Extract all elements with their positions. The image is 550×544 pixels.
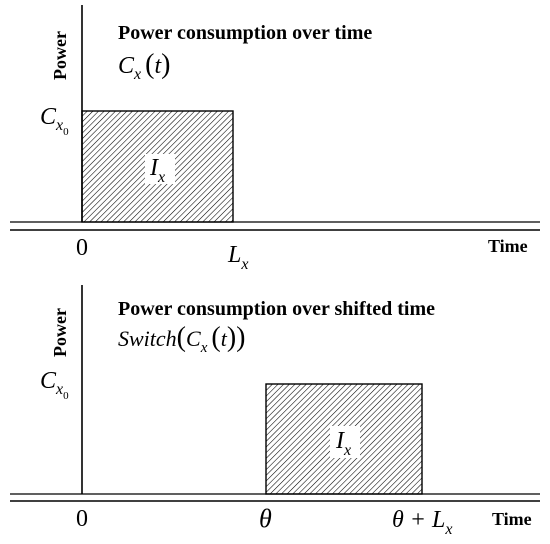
level-label-top: Cx0 bbox=[40, 104, 69, 138]
level-label-bottom: Cx0 bbox=[40, 368, 69, 402]
y-label-bottom: Power bbox=[50, 308, 70, 357]
tick-theta-plus-lx-bottom: θ + Lx bbox=[392, 507, 452, 538]
tick-zero-bottom: 0 bbox=[76, 506, 88, 532]
block-label-bottom: Ix bbox=[335, 428, 351, 459]
block-label-top: Ix bbox=[149, 155, 165, 186]
block-label-bg-bottom bbox=[330, 426, 360, 458]
formula-top: Cx (t) bbox=[118, 49, 170, 83]
x-label-top: Time bbox=[488, 236, 528, 256]
y-label-top: Power bbox=[50, 31, 70, 80]
x-label-bottom: Time bbox=[492, 509, 532, 529]
tick-zero-top: 0 bbox=[76, 235, 88, 261]
panel-bottom: Ix Power consumption over shifted time S… bbox=[10, 285, 540, 538]
block-label-bg-top bbox=[145, 154, 175, 184]
tick-theta-bottom: θ bbox=[259, 504, 272, 533]
title-bottom: Power consumption over shifted time bbox=[118, 298, 435, 320]
formula-bottom: Switch(Cx (t)) bbox=[118, 322, 245, 356]
title-top: Power consumption over time bbox=[118, 22, 372, 44]
panel-top: Ix Power consumption over time Cx (t) Pow… bbox=[10, 5, 540, 273]
tick-lx-top: Lx bbox=[227, 242, 248, 273]
